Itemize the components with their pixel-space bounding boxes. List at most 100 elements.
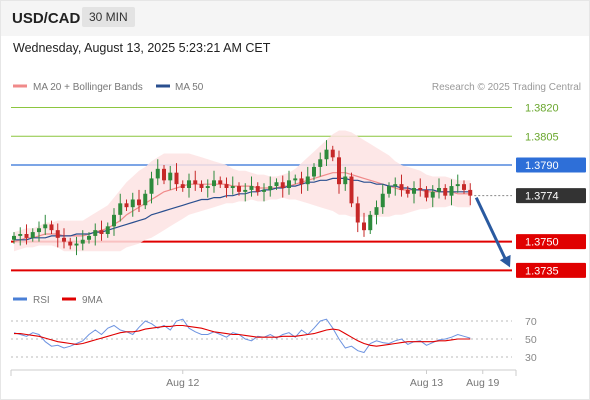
candle-body bbox=[268, 186, 273, 190]
candle-body bbox=[168, 172, 173, 181]
candle-body bbox=[449, 186, 454, 196]
candle-body bbox=[293, 178, 298, 181]
candle-body bbox=[12, 235, 16, 240]
candle-body bbox=[312, 166, 316, 177]
candle-body bbox=[55, 230, 60, 238]
candle-body bbox=[24, 234, 29, 238]
candle-body bbox=[37, 228, 41, 233]
candle-body bbox=[430, 191, 435, 198]
forecast-arrow-head bbox=[499, 254, 511, 268]
ma50-line bbox=[14, 177, 471, 241]
candle-body bbox=[380, 193, 385, 208]
candle-body bbox=[262, 189, 266, 192]
level-label-1.3820: 1.3820 bbox=[525, 103, 559, 115]
candle-body bbox=[330, 149, 335, 158]
candle-body bbox=[468, 189, 473, 196]
moving-averages bbox=[13, 172, 471, 243]
candle-body bbox=[255, 186, 260, 192]
candle-body bbox=[224, 184, 229, 188]
candle-body bbox=[180, 184, 185, 188]
candle-body bbox=[337, 157, 341, 185]
candle-body bbox=[418, 188, 423, 190]
candle-body bbox=[130, 199, 135, 208]
candle-body bbox=[62, 237, 66, 242]
candle-body bbox=[149, 178, 154, 194]
rsi-tick-70: 70 bbox=[525, 316, 537, 328]
candle-body bbox=[43, 224, 48, 229]
level-label-1.3750: 1.3750 bbox=[525, 237, 559, 249]
candle-body bbox=[299, 178, 304, 185]
candle-body bbox=[105, 226, 110, 234]
candle-body bbox=[274, 182, 279, 187]
candle-body bbox=[387, 186, 391, 194]
candle-body bbox=[99, 230, 104, 234]
level-label-1.3805: 1.3805 bbox=[525, 131, 559, 143]
level-label-1.3790: 1.3790 bbox=[525, 160, 559, 172]
level-tag-1.3774 bbox=[516, 188, 586, 204]
level-label-1.3735: 1.3735 bbox=[525, 265, 559, 277]
candle-body bbox=[199, 184, 204, 188]
time-axis-label: Aug 12 bbox=[166, 377, 199, 389]
candle-body bbox=[30, 232, 35, 238]
candle-body bbox=[355, 203, 360, 223]
candle-body bbox=[155, 168, 160, 179]
symbol-title: USD/CAD bbox=[12, 10, 81, 27]
price-legend: MA 20 + Bollinger Bands MA 50 Research ©… bbox=[13, 82, 581, 93]
chart-header: USD/CAD 30 MIN bbox=[0, 0, 590, 36]
candle-body bbox=[437, 188, 441, 192]
candle-body bbox=[18, 234, 23, 236]
candle-body bbox=[362, 222, 366, 231]
candle-body bbox=[399, 184, 404, 190]
candle-body bbox=[187, 180, 191, 188]
candle-body bbox=[455, 184, 460, 187]
candle-body bbox=[68, 241, 73, 246]
forecast-arrow bbox=[474, 197, 511, 268]
level-tag-1.3735 bbox=[516, 262, 586, 278]
rsi-ma-line bbox=[14, 324, 471, 347]
candle-body bbox=[405, 189, 410, 194]
candle-body bbox=[212, 180, 216, 187]
forecast-arrow-shaft bbox=[474, 197, 508, 262]
candle-body bbox=[93, 230, 98, 236]
candle-body bbox=[74, 243, 79, 246]
level-tag-1.3750 bbox=[516, 234, 586, 250]
candle-body bbox=[174, 172, 179, 185]
bollinger-band-fill bbox=[14, 130, 471, 252]
price-chart: MA 20 + Bollinger Bands MA 50 Research ©… bbox=[10, 82, 586, 389]
candle-body bbox=[374, 207, 379, 215]
level-tag-1.3790 bbox=[516, 157, 586, 173]
candle-body bbox=[143, 193, 148, 206]
time-axis: Aug 12 Aug 13 Aug 19 bbox=[10, 369, 517, 389]
candle-body bbox=[49, 224, 54, 231]
bollinger-band bbox=[14, 130, 471, 252]
candle-body bbox=[249, 186, 254, 190]
ma50-legend-label: MA 50 bbox=[175, 82, 204, 93]
candle-body bbox=[349, 176, 354, 204]
candle-body bbox=[137, 199, 141, 206]
candle-body bbox=[162, 168, 166, 181]
timeframe-button[interactable]: 30 MIN bbox=[82, 7, 135, 27]
candle-body bbox=[280, 182, 285, 188]
candle-body bbox=[324, 149, 329, 160]
bollinger-legend-label: MA 20 + Bollinger Bands bbox=[33, 82, 143, 93]
candle-body bbox=[87, 235, 91, 240]
candle-body bbox=[243, 189, 248, 192]
candle-body bbox=[218, 180, 223, 185]
time-axis-label: Aug 19 bbox=[466, 377, 499, 389]
candle-body bbox=[424, 189, 429, 198]
candle-body bbox=[193, 180, 198, 185]
candle-body bbox=[237, 186, 241, 192]
level-label-1.3774: 1.3774 bbox=[525, 191, 559, 203]
candle-body bbox=[118, 203, 123, 215]
candle-body bbox=[230, 186, 235, 188]
copyright-text: Research © 2025 Trading Central bbox=[432, 82, 581, 93]
candle-body bbox=[287, 180, 291, 188]
rsi-panel: 70 50 30 bbox=[11, 316, 537, 364]
candle-body bbox=[305, 176, 310, 185]
candle-body bbox=[318, 159, 323, 167]
candle-body bbox=[393, 184, 398, 187]
rsi-tick-30: 30 bbox=[525, 352, 537, 364]
rsi-legend-label: RSI bbox=[33, 295, 50, 306]
rsi-legend: RSI 9MA bbox=[13, 295, 103, 306]
candle-body bbox=[80, 239, 85, 244]
